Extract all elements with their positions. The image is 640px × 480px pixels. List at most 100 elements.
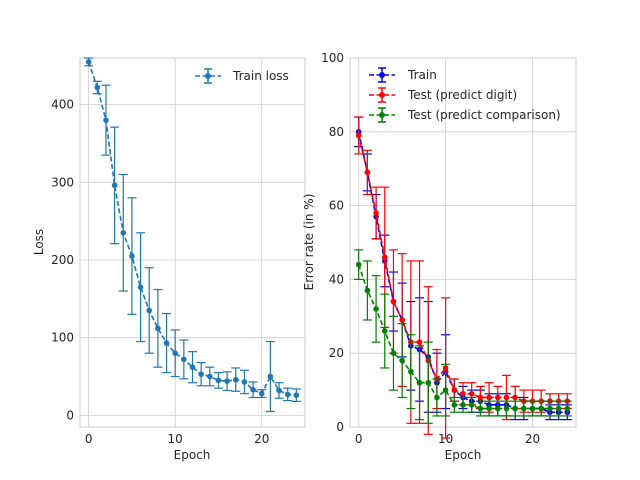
point-test-predict-digit [381,254,388,261]
point-train-loss [85,59,92,65]
point-test-predict-comparison [564,405,571,412]
point-test-predict-digit [477,394,484,401]
loss-chart-xlabel: Epoch [174,448,211,462]
point-test-predict-comparison [503,405,510,412]
series-train-loss [84,57,301,413]
point-train-loss [232,376,239,383]
point-train-loss [258,390,265,397]
point-test-predict-comparison [390,350,397,357]
point-train-loss [120,229,127,236]
point-test-predict-comparison [399,357,405,364]
point-train-loss [163,340,170,346]
point-test-predict-comparison [442,387,449,393]
point-test-predict-comparison [408,368,414,375]
point-test-predict-comparison [434,394,440,401]
point-train-loss [293,392,300,398]
point-train-loss [137,284,144,290]
point-train-loss [241,379,248,385]
point-test-predict-comparison [477,405,484,412]
point-test-predict-comparison [364,287,371,294]
error-rate-chart-panel: 0 10 20 0 20 40 60 80 100 [321,51,577,446]
error-x-tick-label: 0 [355,432,363,446]
point-train-loss [155,325,161,332]
error-y-tick-label: 60 [329,199,344,213]
point-train-loss [198,371,204,377]
point-train-loss [215,377,222,384]
loss-x-tick-label: 0 [85,432,93,446]
point-test-predict-comparison [381,328,388,334]
error-chart-legend: Train Test (predict digit) Test (predict… [369,67,561,123]
legend-marker-train-loss [205,73,211,79]
point-test-predict-comparison [547,405,553,412]
point-test-predict-digit [451,387,458,393]
error-y-tick-label: 100 [321,51,344,65]
point-test-predict-digit [399,317,405,323]
point-test-predict-comparison [451,402,458,408]
point-test-predict-comparison [494,405,501,412]
point-test-predict-comparison [529,405,536,412]
error-y-tick-label: 80 [329,125,344,139]
point-test-predict-digit [364,169,371,176]
error-plot-frame [349,57,577,428]
error-y-tick-label: 0 [336,420,344,434]
point-train-loss [267,373,274,380]
error-x-tick-label: 20 [525,432,540,446]
series-test-predict-comparison [354,249,572,424]
loss-y-tick-label: 400 [51,98,74,112]
legend-label-train-loss: Train loss [232,69,289,83]
point-train-loss [181,356,187,363]
point-test-predict-digit [390,298,397,305]
point-test-predict-comparison [416,379,423,386]
point-test-predict-digit [373,210,379,216]
loss-chart-legend: Train loss [195,68,289,84]
legend-marker-test-comparison [379,112,385,118]
error-x-tick-label: 10 [438,432,453,446]
point-train-loss [189,364,196,370]
point-train-loss [111,182,118,189]
point-train-loss [224,378,230,384]
point-test-predict-digit [512,394,518,401]
point-train-loss [146,307,153,314]
loss-y-tick-label: 300 [51,175,74,189]
point-test-predict-comparison [460,402,466,408]
loss-y-tick-label: 100 [51,331,74,345]
point-train-loss [94,84,101,91]
error-chart-xlabel: Epoch [445,448,482,462]
point-test-predict-digit [416,339,423,345]
point-train-loss [172,350,178,357]
legend-label-test-comparison: Test (predict comparison) [407,108,561,122]
point-test-predict-comparison [538,405,545,412]
error-y-tick-label: 40 [329,272,344,286]
point-test-predict-comparison [425,379,432,386]
point-train-loss [276,387,282,394]
error-chart-ylabel: Error rate (in %) [302,194,316,291]
point-test-predict-comparison [521,405,527,412]
point-train-loss [207,373,213,380]
point-test-predict-digit [486,394,492,401]
point-test-predict-digit [494,394,501,401]
point-test-predict-digit [468,390,475,397]
loss-plot-frame [79,57,306,428]
point-test-predict-digit [503,394,510,401]
point-test-predict-comparison [373,306,379,312]
legend-marker-train [379,72,385,78]
legend-label-train: Train [407,68,437,82]
legend-marker-test-digit [379,92,385,98]
point-test-predict-comparison [555,405,562,412]
loss-x-tick-label: 20 [254,432,269,446]
point-test-predict-comparison [486,405,492,412]
point-test-predict-comparison [468,402,475,408]
point-train-loss [129,253,135,259]
point-train-loss [284,391,291,398]
point-test-predict-comparison [355,261,362,268]
point-test-predict-comparison [512,405,518,412]
loss-x-tick-label: 10 [168,432,183,446]
point-test-predict-digit [355,132,362,139]
loss-chart-ylabel: Loss [32,229,46,255]
loss-y-tick-label: 0 [66,408,74,422]
point-train-loss [250,386,256,393]
point-train-loss [103,117,109,123]
legend-label-test-digit: Test (predict digit) [407,88,517,102]
